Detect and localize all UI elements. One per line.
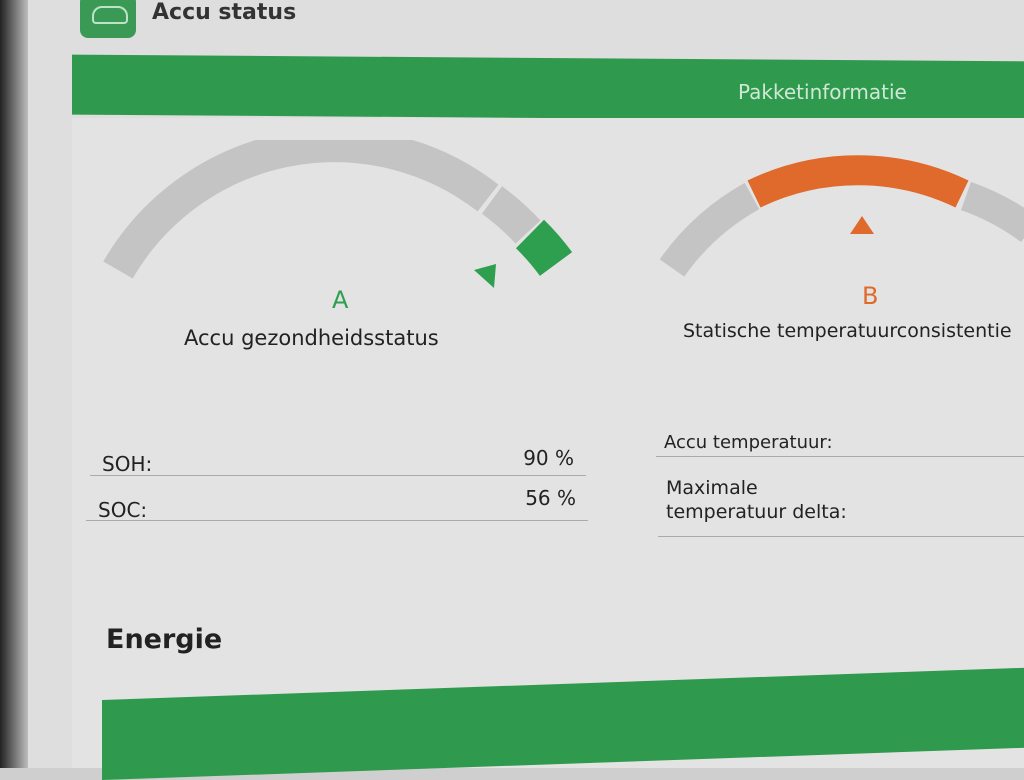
temperature-grade: B — [862, 282, 879, 310]
accu-temperature-label: Accu temperatuur: — [664, 432, 833, 453]
gauge-arc-gray — [103, 140, 499, 279]
temperature-gauge — [659, 155, 1024, 277]
gauge-arc-green — [515, 219, 573, 277]
health-gauge-title: Accu gezondheidsstatus — [184, 326, 439, 350]
soh-value: 90 % — [523, 446, 574, 470]
soc-label: SOC: — [98, 498, 148, 522]
health-gauge — [103, 140, 573, 288]
table-row-max-temp-delta: Maximale temperatuur delta: — [658, 474, 1024, 537]
gauge-arc-gray-right — [960, 181, 1024, 243]
gauge-pointer-icon — [474, 264, 496, 288]
gauge-arc-orange — [747, 155, 969, 208]
temperature-gauge-title: Statische temperatuurconsistentie — [683, 320, 1012, 342]
table-row-soc: SOC: 56 % — [86, 486, 588, 522]
soh-label: SOH: — [102, 452, 153, 476]
screen-bezel — [0, 0, 28, 768]
car-battery-icon[interactable] — [80, 0, 136, 38]
gauge-arc-gray-left — [659, 182, 760, 277]
soc-value: 56 % — [525, 486, 576, 510]
max-temp-delta-label-1: Maximale — [666, 477, 758, 499]
tab-pakketinformatie[interactable]: Pakketinformatie — [738, 80, 907, 104]
gauge-arc-gray-small — [481, 186, 541, 244]
table-row-soh: SOH: 90 % — [90, 446, 586, 476]
gauge-pointer-icon — [850, 216, 874, 234]
max-temp-delta-label-2: temperatuur delta: — [666, 501, 847, 523]
page-title: Accu status — [152, 0, 297, 25]
section-title-energie: Energie — [106, 624, 223, 655]
health-grade: A — [332, 286, 349, 314]
table-row-accu-temperature: Accu temperatuur: — [656, 430, 1024, 457]
